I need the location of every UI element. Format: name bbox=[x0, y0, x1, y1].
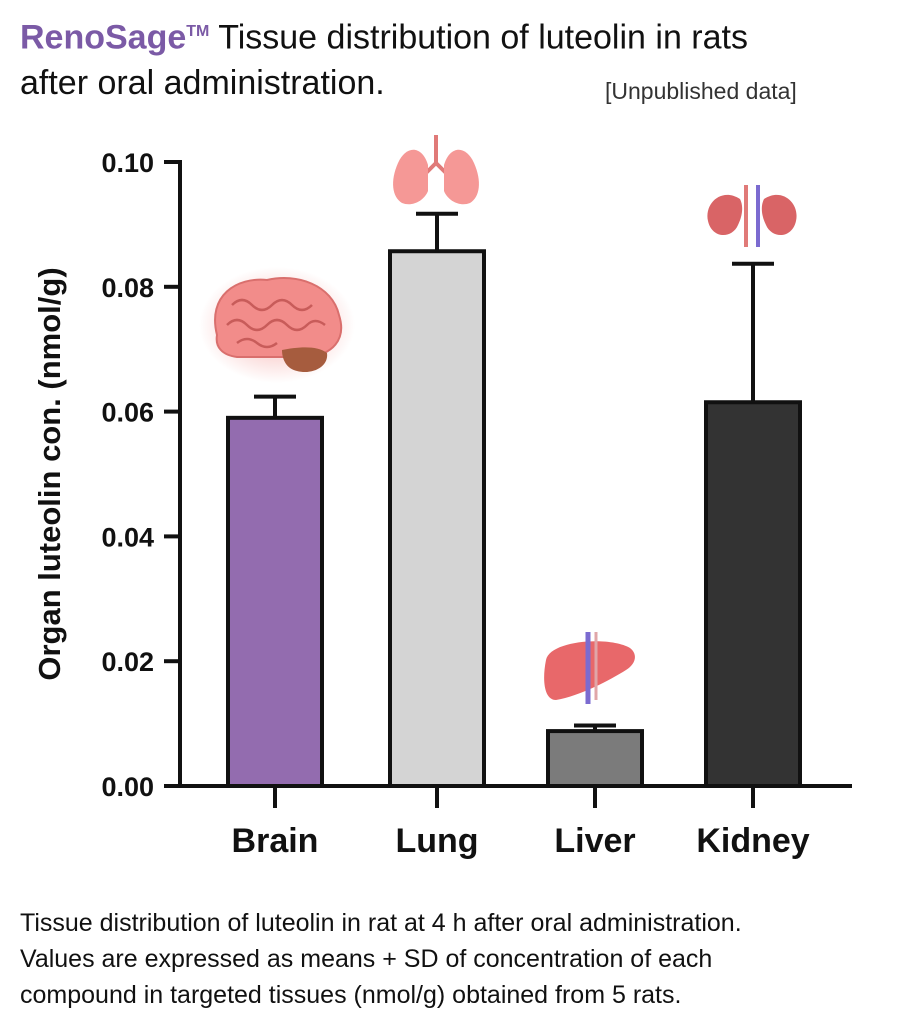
bar-brain bbox=[226, 415, 324, 788]
figure-caption: Tissue distribution of luteolin in rat a… bbox=[20, 905, 880, 1013]
chart-title: RenoSageTM Tissue distribution of luteol… bbox=[20, 10, 880, 59]
bar-liver bbox=[546, 729, 644, 789]
left-lung bbox=[393, 149, 428, 205]
y-axis: 0.00 0.02 0.04 0.06 0.08 0.10 bbox=[101, 148, 182, 802]
chart-title-line2: after oral administration. [Unpublished … bbox=[20, 61, 880, 105]
title-text-line1: Tissue distribution of luteolin in rats bbox=[209, 18, 748, 57]
caption-line-2: Values are expressed as means + SD of co… bbox=[20, 945, 713, 973]
caption-line-1: Tissue distribution of luteolin in rat a… bbox=[20, 909, 742, 937]
left-kidney bbox=[707, 194, 743, 236]
x-axis: Brain Lung Liver Kidney bbox=[178, 784, 852, 860]
y-tick-label: 0.00 bbox=[101, 772, 154, 802]
y-tick-label: 0.08 bbox=[101, 273, 154, 303]
title-text-line2: after oral administration. bbox=[20, 64, 385, 103]
brain-icon bbox=[199, 267, 355, 383]
right-kidney bbox=[761, 194, 797, 236]
bar-kidney bbox=[704, 400, 802, 788]
y-axis-label: Organ luteolin con. (nmol/g) bbox=[32, 267, 67, 680]
x-tick-label-lung: Lung bbox=[395, 822, 478, 860]
liver-icon bbox=[544, 632, 635, 704]
y-tick-label: 0.02 bbox=[101, 647, 154, 677]
caption-line-3: compound in targeted tissues (nmol/g) ob… bbox=[20, 981, 682, 1009]
right-lung bbox=[444, 149, 479, 205]
trachea bbox=[424, 135, 448, 175]
x-tick-label-liver: Liver bbox=[554, 822, 635, 860]
unpublished-note: [Unpublished data] bbox=[605, 78, 797, 105]
organ-icons bbox=[199, 135, 797, 704]
y-tick-label: 0.04 bbox=[101, 522, 154, 552]
lungs-icon bbox=[393, 135, 479, 205]
bar-chart: 0.00 0.02 0.04 0.06 0.08 0.10 Brain Lung Liver K… bbox=[32, 135, 852, 860]
bar-lung bbox=[388, 249, 486, 788]
x-tick-label-brain: Brain bbox=[232, 822, 319, 860]
brain-folds bbox=[226, 298, 326, 349]
x-tick-label-kidney: Kidney bbox=[696, 822, 809, 860]
trademark-symbol: TM bbox=[186, 23, 210, 40]
brain-cerebrum bbox=[214, 277, 343, 358]
kidneys-icon bbox=[707, 185, 797, 247]
chart-header: RenoSageTM Tissue distribution of luteol… bbox=[20, 10, 880, 105]
brain-cerebellum bbox=[282, 347, 328, 373]
brand-name: RenoSage bbox=[20, 18, 187, 57]
y-tick-label: 0.10 bbox=[101, 148, 154, 178]
y-tick-label: 0.06 bbox=[101, 398, 154, 428]
